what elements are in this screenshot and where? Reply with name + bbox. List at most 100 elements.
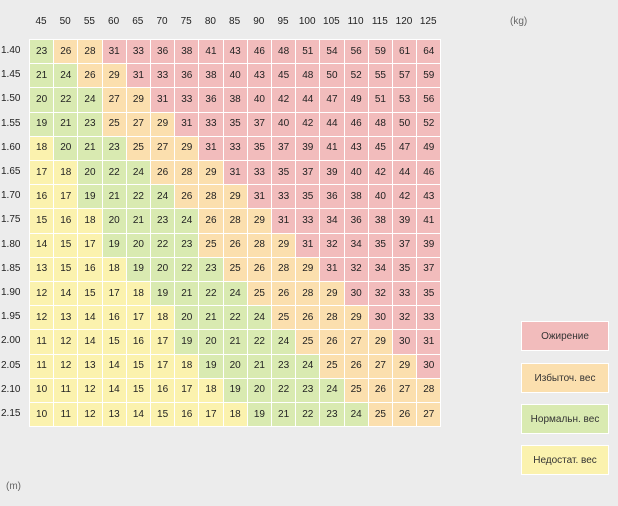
bmi-cell: 15 xyxy=(53,232,79,258)
bmi-cell: 16 xyxy=(174,402,200,428)
bmi-cell: 20 xyxy=(222,353,248,379)
bmi-cell: 39 xyxy=(295,135,321,161)
bmi-cell: 21 xyxy=(198,305,224,331)
bmi-cell: 55 xyxy=(367,63,393,89)
height-tick-label: 1.40 xyxy=(1,45,21,56)
bmi-cell: 19 xyxy=(77,184,103,210)
bmi-cell: 31 xyxy=(416,329,442,355)
bmi-cell: 45 xyxy=(271,63,297,89)
bmi-cell: 48 xyxy=(295,63,321,89)
legend-underweight: Недостат. вес xyxy=(521,445,609,475)
bmi-cell: 27 xyxy=(150,135,176,161)
bmi-cell: 19 xyxy=(150,281,176,307)
bmi-cell: 12 xyxy=(77,377,103,403)
bmi-cell: 21 xyxy=(125,208,151,234)
bmi-cell: 39 xyxy=(392,208,418,234)
bmi-cell: 10 xyxy=(29,377,55,403)
bmi-cell: 25 xyxy=(295,329,321,355)
bmi-cell: 19 xyxy=(101,232,127,258)
bmi-cell: 46 xyxy=(416,160,442,186)
bmi-cell: 37 xyxy=(295,160,321,186)
bmi-cell: 40 xyxy=(343,160,369,186)
bmi-cell: 46 xyxy=(246,39,272,65)
bmi-cell: 32 xyxy=(367,281,393,307)
bmi-cell: 40 xyxy=(246,87,272,113)
height-tick-label: 1.70 xyxy=(1,190,21,202)
bmi-cell: 17 xyxy=(174,377,200,403)
bmi-cell: 34 xyxy=(367,256,393,282)
bmi-cell: 21 xyxy=(174,281,200,307)
bmi-cell: 28 xyxy=(271,256,297,282)
bmi-cell: 25 xyxy=(198,232,224,258)
bmi-cell: 29 xyxy=(101,63,127,89)
bmi-cell: 17 xyxy=(125,305,151,331)
bmi-cell: 33 xyxy=(271,184,297,210)
bmi-cell: 33 xyxy=(392,281,418,307)
weight-tick-label: 70 xyxy=(156,16,168,27)
bmi-cell: 19 xyxy=(125,256,151,282)
bmi-cell: 24 xyxy=(271,329,297,355)
bmi-cell: 28 xyxy=(246,232,272,258)
bmi-cell: 35 xyxy=(246,135,272,161)
bmi-cell: 42 xyxy=(367,160,393,186)
bmi-cell: 26 xyxy=(150,160,176,186)
bmi-cell: 12 xyxy=(29,305,55,331)
bmi-cell: 31 xyxy=(125,63,151,89)
weight-tick-label: 105 xyxy=(323,16,340,27)
bmi-cell: 20 xyxy=(77,160,103,186)
bmi-cell: 27 xyxy=(343,329,369,355)
bmi-cell: 12 xyxy=(29,281,55,307)
bmi-cell: 13 xyxy=(29,256,55,282)
height-tick-label: 1.90 xyxy=(1,287,21,298)
bmi-cell: 56 xyxy=(416,87,442,113)
bmi-cell: 15 xyxy=(150,402,176,428)
height-tick-label: 2.00 xyxy=(1,335,21,347)
bmi-cell: 50 xyxy=(392,111,418,137)
height-tick-label: 1.80 xyxy=(1,238,21,250)
bmi-cell: 16 xyxy=(77,256,103,282)
bmi-cell: 29 xyxy=(271,232,297,258)
weight-tick-label: 90 xyxy=(253,16,265,27)
bmi-cell: 40 xyxy=(271,111,297,137)
weight-tick-label: 50 xyxy=(59,16,71,27)
bmi-cell: 43 xyxy=(222,39,248,65)
bmi-cell: 20 xyxy=(101,208,127,234)
bmi-cell: 41 xyxy=(319,135,345,161)
bmi-cell: 15 xyxy=(125,377,151,403)
bmi-cell: 18 xyxy=(150,305,176,331)
bmi-cell: 22 xyxy=(53,87,79,113)
bmi-cell: 31 xyxy=(222,160,248,186)
bmi-cell: 36 xyxy=(198,87,224,113)
bmi-cell: 14 xyxy=(125,402,151,428)
weight-unit-label: (kg) xyxy=(510,16,528,27)
bmi-cell: 29 xyxy=(198,160,224,186)
bmi-cell: 18 xyxy=(29,135,55,161)
bmi-cell: 31 xyxy=(271,208,297,234)
height-tick-label: 1.60 xyxy=(1,141,21,153)
bmi-cell: 22 xyxy=(271,377,297,403)
bmi-cell: 14 xyxy=(77,329,103,355)
bmi-cell: 23 xyxy=(271,353,297,379)
bmi-cell: 52 xyxy=(416,111,442,137)
bmi-cell: 45 xyxy=(367,135,393,161)
bmi-cell: 16 xyxy=(29,184,55,210)
height-unit-label: (m) xyxy=(6,481,21,492)
bmi-cell: 20 xyxy=(198,329,224,355)
bmi-cell: 29 xyxy=(174,135,200,161)
bmi-cell: 18 xyxy=(222,402,248,428)
height-tick-label: 1.95 xyxy=(1,311,21,323)
bmi-cell: 32 xyxy=(319,232,345,258)
bmi-cell: 26 xyxy=(198,208,224,234)
bmi-cell: 41 xyxy=(416,208,442,234)
bmi-cell: 39 xyxy=(416,232,442,258)
bmi-cell: 33 xyxy=(222,135,248,161)
bmi-cell: 26 xyxy=(222,232,248,258)
bmi-cell: 17 xyxy=(101,281,127,307)
bmi-cell: 29 xyxy=(392,353,418,379)
bmi-cell: 43 xyxy=(343,135,369,161)
bmi-cell: 32 xyxy=(392,305,418,331)
bmi-cell: 16 xyxy=(150,377,176,403)
bmi-cell: 33 xyxy=(295,208,321,234)
bmi-cell: 21 xyxy=(222,329,248,355)
